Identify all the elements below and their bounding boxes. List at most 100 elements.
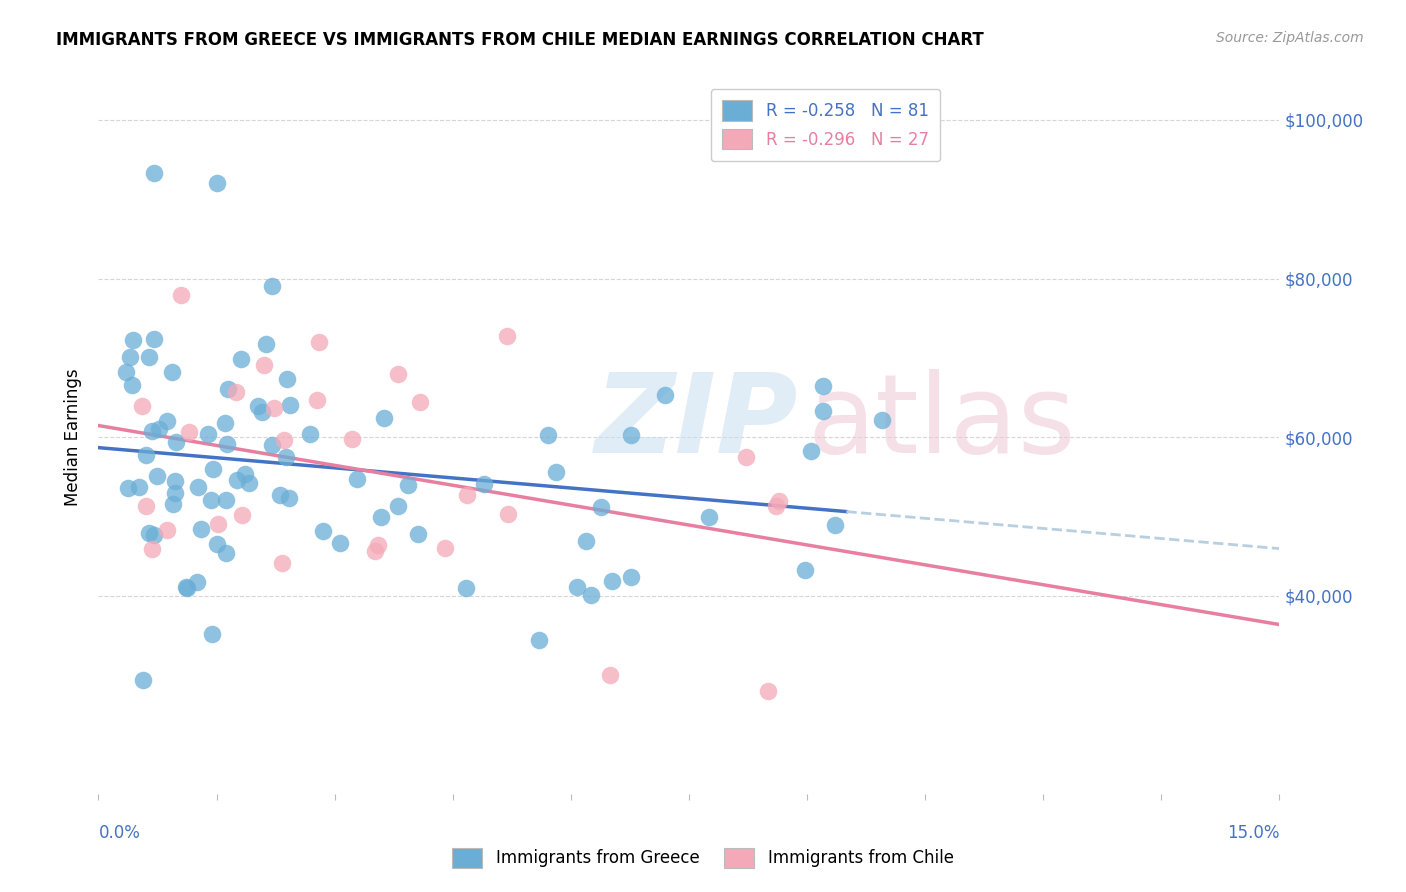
Point xyxy=(589,500,612,515)
Point xyxy=(205,177,228,191)
Point xyxy=(131,399,153,413)
Point xyxy=(262,438,284,452)
Point xyxy=(346,472,368,486)
Point xyxy=(201,462,224,476)
Legend: R = -0.258   N = 81, R = -0.296   N = 27: R = -0.258 N = 81, R = -0.296 N = 27 xyxy=(711,88,941,161)
Point xyxy=(231,508,253,523)
Point xyxy=(205,536,228,550)
Point xyxy=(132,673,155,687)
Point xyxy=(496,508,519,522)
Point xyxy=(870,412,893,426)
Point xyxy=(409,395,432,409)
Text: ZIP: ZIP xyxy=(595,369,799,476)
Point xyxy=(162,364,184,378)
Point xyxy=(269,488,291,502)
Point xyxy=(406,527,429,541)
Point xyxy=(364,543,387,558)
Point xyxy=(135,499,157,513)
Text: atlas: atlas xyxy=(807,369,1076,476)
Point xyxy=(342,432,364,446)
Point xyxy=(138,351,160,365)
Point xyxy=(165,434,187,449)
Point xyxy=(250,405,273,419)
Point xyxy=(654,388,676,402)
Point xyxy=(472,477,495,491)
Point xyxy=(254,336,277,351)
Text: Source: ZipAtlas.com: Source: ZipAtlas.com xyxy=(1216,31,1364,45)
Point xyxy=(373,410,395,425)
Point xyxy=(456,488,478,502)
Point xyxy=(207,516,229,531)
Point xyxy=(141,424,163,438)
Point xyxy=(298,427,321,442)
Point xyxy=(156,414,179,428)
Point xyxy=(145,468,167,483)
Point xyxy=(811,404,834,418)
Point xyxy=(142,528,165,542)
Point xyxy=(456,581,478,595)
Point xyxy=(735,450,758,464)
Point xyxy=(215,492,238,507)
Point xyxy=(312,524,335,539)
Point xyxy=(260,279,283,293)
Point xyxy=(174,580,197,594)
Point xyxy=(120,350,142,364)
Point xyxy=(396,478,419,492)
Point xyxy=(620,428,643,442)
Point xyxy=(225,473,247,487)
Point xyxy=(565,580,588,594)
Point xyxy=(579,588,602,602)
Point xyxy=(433,541,456,556)
Point xyxy=(387,499,409,513)
Text: 15.0%: 15.0% xyxy=(1227,824,1279,842)
Point xyxy=(765,500,787,514)
Point xyxy=(599,668,621,682)
Point xyxy=(170,288,193,302)
Point xyxy=(697,509,720,524)
Point xyxy=(186,574,208,589)
Text: 0.0%: 0.0% xyxy=(98,824,141,842)
Point xyxy=(121,377,143,392)
Point xyxy=(217,382,239,396)
Point xyxy=(238,475,260,490)
Point xyxy=(225,385,247,400)
Point xyxy=(135,448,157,462)
Point xyxy=(141,541,163,556)
Point xyxy=(529,633,551,648)
Point xyxy=(756,683,779,698)
Point xyxy=(177,425,200,440)
Point xyxy=(197,427,219,442)
Point xyxy=(800,443,823,458)
Point xyxy=(794,562,817,576)
Point xyxy=(546,466,568,480)
Point xyxy=(276,450,298,464)
Point xyxy=(620,569,643,583)
Legend: Immigrants from Greece, Immigrants from Chile: Immigrants from Greece, Immigrants from … xyxy=(446,841,960,875)
Point xyxy=(496,329,519,343)
Point xyxy=(574,533,596,548)
Point xyxy=(600,574,623,589)
Point xyxy=(308,334,330,349)
Point xyxy=(387,367,409,381)
Point xyxy=(537,428,560,442)
Point xyxy=(278,398,301,412)
Point xyxy=(176,581,198,595)
Point xyxy=(114,365,136,379)
Point xyxy=(156,523,179,537)
Point xyxy=(263,401,285,416)
Point xyxy=(273,433,295,447)
Point xyxy=(148,422,170,436)
Point xyxy=(768,494,790,508)
Y-axis label: Median Earnings: Median Earnings xyxy=(65,368,83,506)
Point xyxy=(247,399,270,413)
Point xyxy=(252,358,274,372)
Point xyxy=(367,538,389,552)
Point xyxy=(122,333,145,347)
Point xyxy=(278,491,301,505)
Point xyxy=(138,525,160,540)
Text: IMMIGRANTS FROM GREECE VS IMMIGRANTS FROM CHILE MEDIAN EARNINGS CORRELATION CHAR: IMMIGRANTS FROM GREECE VS IMMIGRANTS FRO… xyxy=(56,31,984,49)
Point xyxy=(229,352,252,367)
Point xyxy=(142,166,165,180)
Point xyxy=(233,467,256,481)
Point xyxy=(117,481,139,495)
